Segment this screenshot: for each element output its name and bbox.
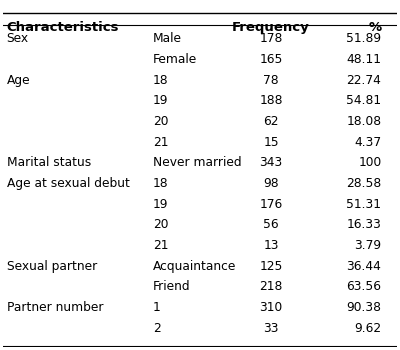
Text: Sexual partner: Sexual partner — [7, 260, 97, 273]
Text: 4.37: 4.37 — [354, 136, 382, 149]
Text: 22.74: 22.74 — [346, 74, 382, 87]
Text: Age: Age — [7, 74, 30, 87]
Text: 54.81: 54.81 — [346, 94, 382, 107]
Text: 310: 310 — [259, 301, 283, 314]
Text: 3.79: 3.79 — [354, 239, 382, 252]
Text: 165: 165 — [259, 53, 283, 66]
Text: Male: Male — [153, 33, 182, 46]
Text: 21: 21 — [153, 136, 168, 149]
Text: Characteristics: Characteristics — [7, 21, 119, 34]
Text: 125: 125 — [259, 260, 283, 273]
Text: 19: 19 — [153, 94, 168, 107]
Text: 1: 1 — [153, 301, 160, 314]
Text: 90.38: 90.38 — [346, 301, 382, 314]
Text: 62: 62 — [263, 115, 279, 128]
Text: 218: 218 — [259, 280, 283, 293]
Text: 36.44: 36.44 — [346, 260, 382, 273]
Text: 176: 176 — [259, 198, 283, 211]
Text: 20: 20 — [153, 115, 168, 128]
Text: 19: 19 — [153, 198, 168, 211]
Text: Sex: Sex — [7, 33, 29, 46]
Text: 18.08: 18.08 — [346, 115, 382, 128]
Text: 56: 56 — [263, 218, 279, 231]
Text: Partner number: Partner number — [7, 301, 103, 314]
Text: 21: 21 — [153, 239, 168, 252]
Text: 18: 18 — [153, 74, 168, 87]
Text: Never married: Never married — [153, 156, 241, 169]
Text: 178: 178 — [259, 33, 283, 46]
Text: 100: 100 — [358, 156, 382, 169]
Text: 48.11: 48.11 — [346, 53, 382, 66]
Text: 15: 15 — [263, 136, 279, 149]
Text: 20: 20 — [153, 218, 168, 231]
Text: 78: 78 — [263, 74, 279, 87]
Text: Female: Female — [153, 53, 197, 66]
Text: Acquaintance: Acquaintance — [153, 260, 236, 273]
Text: Marital status: Marital status — [7, 156, 91, 169]
Text: 51.31: 51.31 — [346, 198, 382, 211]
Text: 98: 98 — [263, 177, 279, 190]
Text: 28.58: 28.58 — [346, 177, 382, 190]
Text: Frequency: Frequency — [232, 21, 310, 34]
Text: 2: 2 — [153, 322, 160, 335]
Text: 13: 13 — [263, 239, 279, 252]
Text: 33: 33 — [263, 322, 279, 335]
Text: 9.62: 9.62 — [354, 322, 382, 335]
Text: %: % — [368, 21, 382, 34]
Text: 16.33: 16.33 — [346, 218, 382, 231]
Text: 188: 188 — [259, 94, 283, 107]
Text: 343: 343 — [259, 156, 283, 169]
Text: Age at sexual debut: Age at sexual debut — [7, 177, 130, 190]
Text: 63.56: 63.56 — [346, 280, 382, 293]
Text: Friend: Friend — [153, 280, 190, 293]
Text: 51.89: 51.89 — [346, 33, 382, 46]
Text: 18: 18 — [153, 177, 168, 190]
